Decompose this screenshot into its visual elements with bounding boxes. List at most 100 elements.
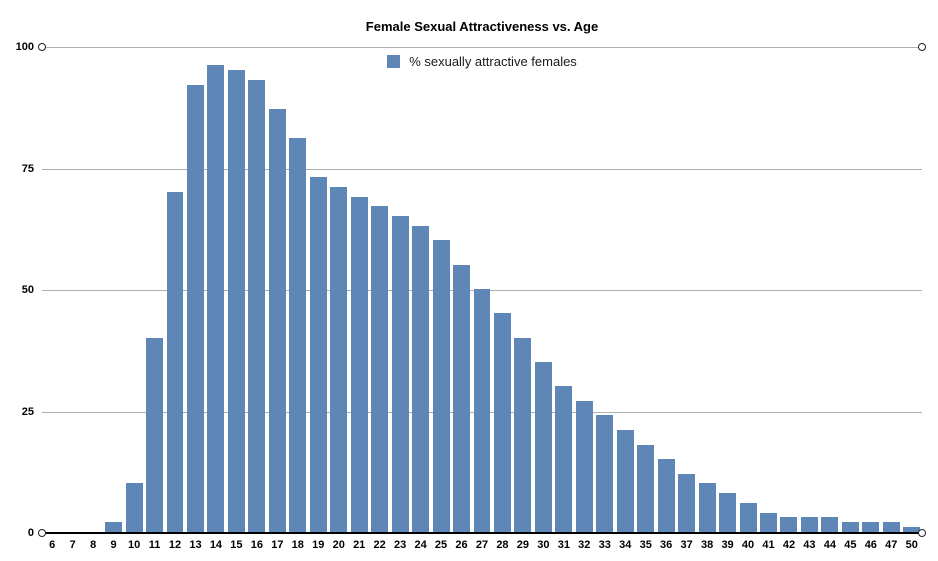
x-tick-label: 7 <box>69 539 76 551</box>
bar-age-10 <box>125 483 143 532</box>
bar-age-34 <box>616 429 634 532</box>
bar-age-24 <box>412 225 430 532</box>
x-tick-label: 30 <box>537 539 550 551</box>
x-tick-label: 9 <box>110 539 117 551</box>
y-tick-label: 100 <box>15 41 34 53</box>
x-tick-label: 8 <box>90 539 97 551</box>
x-tick-label: 15 <box>230 539 243 551</box>
x-tick-label: 6 <box>49 539 56 551</box>
x-tick-label: 21 <box>353 539 366 551</box>
x-tick-label: 13 <box>189 539 202 551</box>
x-tick-label: 41 <box>762 539 775 551</box>
bar-age-30 <box>534 361 552 532</box>
bar-age-45 <box>841 522 859 532</box>
x-tick-label: 31 <box>557 539 570 551</box>
bar-age-17 <box>268 109 286 532</box>
x-tick-label: 44 <box>823 539 837 551</box>
bar-age-35 <box>637 444 655 532</box>
y-tick-label: 75 <box>21 162 34 175</box>
bar-age-41 <box>760 512 777 532</box>
bar-age-11 <box>146 337 164 532</box>
x-tick-label: 11 <box>148 539 161 551</box>
x-tick-label: 50 <box>905 539 918 551</box>
x-tick-label: 25 <box>434 539 448 551</box>
x-tick-label: 28 <box>496 539 509 551</box>
legend-swatch-icon <box>387 55 401 68</box>
bar-age-23 <box>391 216 409 532</box>
bar-age-39 <box>719 493 737 532</box>
x-tick-label: 10 <box>127 539 141 551</box>
bar-age-47 <box>882 522 900 532</box>
x-tick-label: 14 <box>209 539 223 551</box>
x-tick-label: 12 <box>168 539 182 551</box>
bar-age-38 <box>698 483 716 532</box>
x-tick-label: 34 <box>619 539 632 551</box>
x-tick-label: 17 <box>271 539 284 551</box>
x-axis-line <box>42 532 922 534</box>
bar-age-9 <box>105 522 123 532</box>
bar-age-22 <box>371 206 389 532</box>
x-tick-label: 35 <box>639 539 652 551</box>
x-tick-label: 27 <box>475 539 489 551</box>
x-tick-label: 33 <box>598 539 611 551</box>
x-tick-label: 39 <box>721 539 734 551</box>
x-tick-label: 45 <box>844 539 857 551</box>
bar-age-32 <box>575 400 593 532</box>
bar-age-18 <box>289 138 307 532</box>
x-tick-label: 16 <box>250 539 263 551</box>
bar-age-20 <box>330 186 348 532</box>
bar-age-21 <box>350 196 368 532</box>
legend: % sexually attractive females <box>42 54 922 69</box>
bar-age-27 <box>473 289 491 532</box>
y-tick-label: 0 <box>27 527 34 539</box>
bar-age-15 <box>227 70 245 532</box>
x-tick-label: 37 <box>680 539 693 551</box>
bar-age-12 <box>166 191 184 532</box>
x-tick-label: 46 <box>864 539 877 551</box>
x-tick-label: 18 <box>291 539 304 551</box>
bar-age-40 <box>739 502 757 532</box>
bar-age-14 <box>207 65 225 532</box>
plot-area <box>42 47 922 534</box>
axis-handle-icon <box>38 529 46 537</box>
x-tick-label: 26 <box>455 539 468 551</box>
bar-age-42 <box>780 517 798 532</box>
x-tick-label: 24 <box>414 539 427 551</box>
gridline <box>42 47 922 48</box>
y-tick-label: 25 <box>21 405 34 418</box>
axis-handle-icon <box>918 43 926 51</box>
x-tick-label: 29 <box>516 539 530 551</box>
bar-age-31 <box>555 386 573 532</box>
axis-handle-icon <box>918 529 926 537</box>
bar-age-44 <box>821 517 839 532</box>
x-tick-label: 42 <box>782 539 796 551</box>
bar-age-50 <box>903 527 921 532</box>
bar-age-28 <box>493 313 511 532</box>
x-tick-label: 40 <box>741 539 755 551</box>
bar-age-36 <box>657 459 675 532</box>
bar-age-29 <box>514 337 532 532</box>
bar-age-25 <box>432 240 450 532</box>
bar-age-37 <box>678 473 696 532</box>
x-tick-label: 43 <box>803 539 816 551</box>
bar-age-43 <box>800 517 818 532</box>
x-tick-label: 20 <box>332 539 345 551</box>
x-tick-label: 36 <box>660 539 673 551</box>
bar-age-46 <box>862 522 880 532</box>
gridline <box>42 168 922 170</box>
x-tick-label: 38 <box>700 539 714 551</box>
y-tick-label: 50 <box>21 284 34 296</box>
bar-age-33 <box>596 415 614 532</box>
bar-age-26 <box>453 264 470 532</box>
bar-age-13 <box>187 84 204 532</box>
x-tick-label: 23 <box>394 539 407 551</box>
chart-title: Female Sexual Attractiveness vs. Age <box>365 19 599 34</box>
bar-age-16 <box>248 80 266 532</box>
x-tick-label: 19 <box>312 539 325 551</box>
x-tick-label: 22 <box>373 539 386 551</box>
legend-label: % sexually attractive females <box>409 54 577 69</box>
x-tick-label: 32 <box>578 539 591 551</box>
x-tick-label: 47 <box>885 539 898 551</box>
axis-handle-icon <box>38 43 46 51</box>
